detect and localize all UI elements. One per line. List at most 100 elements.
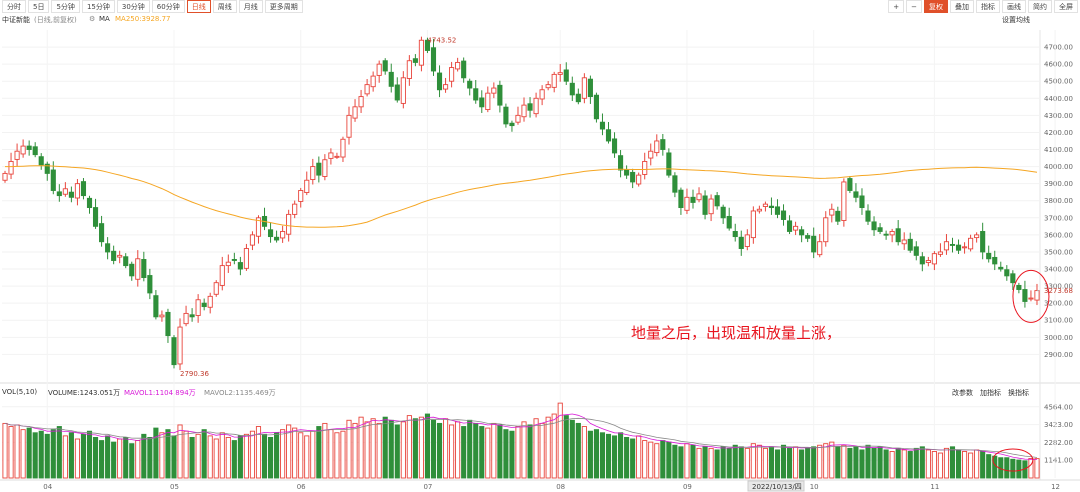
volume-bar <box>624 436 630 479</box>
candle-body <box>992 256 998 265</box>
candle-body <box>412 58 418 63</box>
month-label: 09 <box>683 483 692 491</box>
price-tick-label: 2900.00 <box>1044 351 1073 359</box>
candle-body <box>599 121 606 130</box>
volume-bar <box>467 419 473 479</box>
candle-body <box>195 299 201 316</box>
volume-bar <box>714 449 720 479</box>
volume-bar <box>841 444 847 479</box>
volume-bar <box>539 422 545 479</box>
volume-bar <box>298 432 304 479</box>
volume-bar <box>817 444 823 479</box>
volume-bar <box>636 435 642 479</box>
candle-body <box>738 236 744 249</box>
tool-button-1[interactable]: − <box>906 0 922 13</box>
tab-7[interactable]: 周线 <box>212 0 237 13</box>
gear-icon[interactable]: ⚙ <box>89 15 96 23</box>
tool-button-2[interactable]: 复权 <box>924 0 948 13</box>
volume-bar <box>123 436 129 479</box>
candle-body <box>8 161 14 175</box>
volume-bar <box>44 433 50 479</box>
candle-body <box>213 282 219 295</box>
volume-bar <box>280 429 286 479</box>
candle-body <box>605 129 612 142</box>
volume-bar <box>400 421 406 479</box>
ma-label: MA <box>99 15 110 23</box>
tab-4[interactable]: 30分钟 <box>116 0 150 13</box>
ma-settings-link[interactable]: 设置均线 <box>1002 16 1030 24</box>
volume-bar <box>593 429 599 479</box>
annotation-note: 地量之后，出现温和放量上涨， <box>631 324 842 342</box>
tool-button-3[interactable]: 叠加 <box>950 0 974 13</box>
edit-params-link[interactable]: 改参数 <box>952 389 973 397</box>
volume-bar <box>666 441 672 479</box>
volume-bar <box>805 447 811 479</box>
volume-bar <box>491 422 497 479</box>
candle-body <box>370 75 376 88</box>
date-tooltip-box <box>747 480 805 492</box>
candle-body <box>225 261 231 267</box>
volume-bar <box>86 430 93 479</box>
price-tick-label: 4200.00 <box>1044 129 1073 137</box>
volume-bar <box>364 421 370 479</box>
tab-3[interactable]: 15分钟 <box>81 0 115 13</box>
volume-bar <box>358 416 364 479</box>
candle-body <box>80 181 87 197</box>
tab-2[interactable]: 5分钟 <box>51 0 80 13</box>
candle-body <box>165 311 171 337</box>
candle-body <box>762 203 768 207</box>
candle-body <box>527 103 533 111</box>
tab-9[interactable]: 更多周期 <box>264 0 303 13</box>
candle-body <box>919 256 925 265</box>
last-price-label: 3273.68 <box>1044 287 1073 295</box>
candle-body <box>177 326 183 365</box>
tool-button-0[interactable]: + <box>888 0 905 13</box>
candle-body <box>153 295 159 318</box>
volume-bar <box>80 433 87 479</box>
tab-1[interactable]: 5日 <box>28 0 50 13</box>
tool-button-7[interactable]: 全屏 <box>1054 0 1078 13</box>
price-tick-label: 4300.00 <box>1044 112 1073 120</box>
tool-button-4[interactable]: 指标 <box>976 0 1000 13</box>
period-tabs: 分时 5日 5分钟 15分钟 30分钟 60分钟 日线 周线 月线 更多周期 <box>2 0 305 13</box>
date-tooltip-text: 2022/10/13/四 <box>752 483 802 491</box>
volume-tick-label: 3423.00 <box>1044 421 1073 429</box>
candle-body <box>461 60 467 79</box>
month-label: 10 <box>810 483 819 491</box>
price-tick-label: 4500.00 <box>1044 78 1073 86</box>
volume-bar <box>26 427 32 479</box>
tab-0[interactable]: 分时 <box>2 0 26 13</box>
tool-button-6[interactable]: 简约 <box>1028 0 1052 13</box>
candle-body <box>20 145 26 155</box>
candle-body <box>817 241 823 256</box>
volume-bar <box>443 418 449 479</box>
volume-bar <box>799 449 805 479</box>
tab-6[interactable]: 日线 <box>186 0 211 13</box>
add-indicator-link[interactable]: 加指标 <box>980 389 1001 397</box>
candle-body <box>539 89 545 100</box>
tab-5[interactable]: 60分钟 <box>151 0 185 13</box>
volume-bar <box>111 441 117 479</box>
ma250-label: MA250:3928.77 <box>115 15 171 23</box>
volume-bar <box>859 449 865 479</box>
candle-body <box>931 253 937 265</box>
volume-bar <box>171 435 177 479</box>
volume-bar <box>56 426 62 479</box>
candle-body <box>274 236 280 241</box>
volume-bar <box>696 447 702 479</box>
candle-body <box>394 84 400 101</box>
vol-label: VOL(5,10) <box>2 388 38 396</box>
volume-bar <box>461 426 467 479</box>
volume-bar <box>672 444 678 479</box>
tab-8[interactable]: 月线 <box>238 0 263 13</box>
candle-body <box>744 234 750 247</box>
candle-body <box>171 337 177 366</box>
change-indicator-link[interactable]: 换指标 <box>1008 389 1029 397</box>
tool-button-5[interactable]: 画线 <box>1002 0 1026 13</box>
candle-body <box>334 155 340 158</box>
month-label: 07 <box>423 483 432 491</box>
candle-body <box>1010 273 1016 284</box>
volume-bar <box>738 446 744 479</box>
volume-bar <box>92 436 99 479</box>
